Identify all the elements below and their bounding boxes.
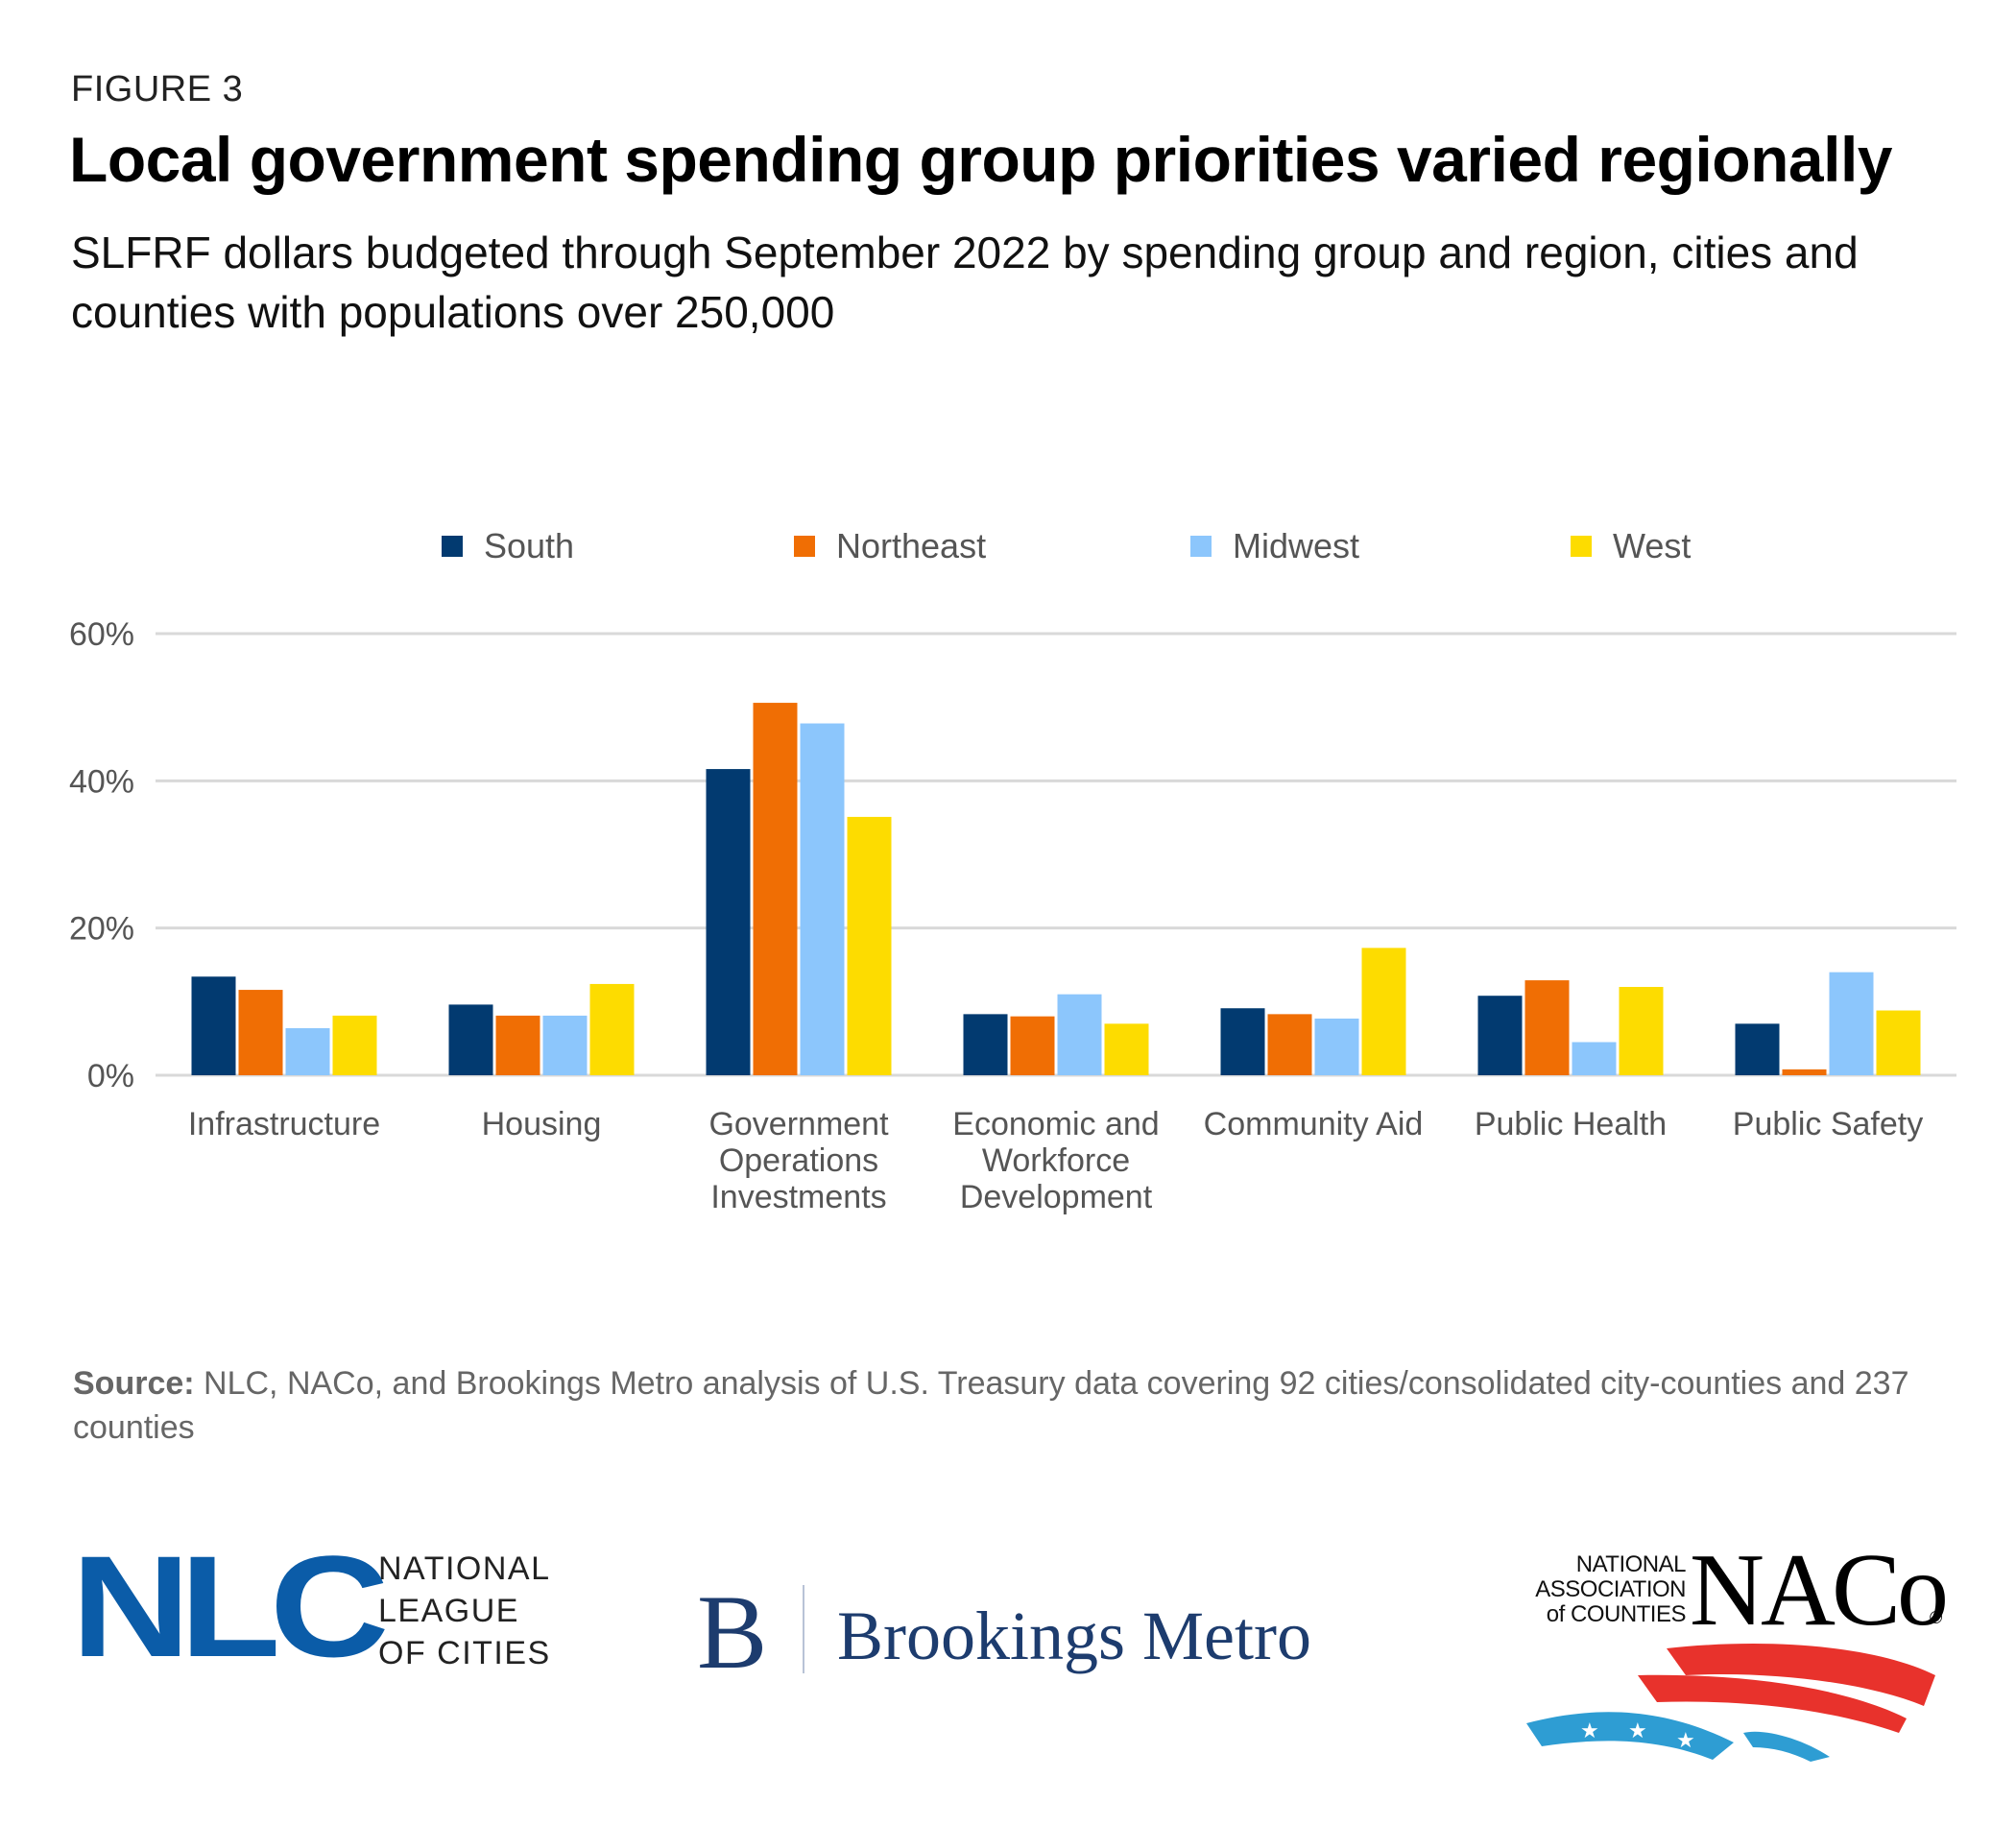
bar-northeast bbox=[1782, 1069, 1827, 1075]
bar-northeast bbox=[753, 703, 798, 1075]
bar-south bbox=[963, 1014, 1008, 1075]
source-note: Source: NLC, NACo, and Brookings Metro a… bbox=[73, 1361, 1955, 1450]
brookings-divider bbox=[803, 1585, 804, 1673]
x-tick-label: Economic and Workforce Development bbox=[952, 1106, 1159, 1215]
legend-label-west: West bbox=[1613, 526, 1691, 565]
bar-northeast bbox=[1267, 1014, 1312, 1075]
nlc-mark: NLC bbox=[71, 1526, 390, 1687]
naco-line: NATIONAL bbox=[1575, 1551, 1687, 1577]
svg-text:★: ★ bbox=[1628, 1719, 1647, 1743]
bar-midwest bbox=[542, 1015, 588, 1075]
flag-swoosh-icon: ★ ★ ★ bbox=[1526, 1644, 1935, 1762]
bar-south bbox=[1477, 996, 1523, 1075]
figure-label: FIGURE 3 bbox=[71, 69, 244, 109]
bar-northeast bbox=[495, 1015, 540, 1075]
brookings-logo: B Brookings Metro bbox=[697, 1574, 1369, 1691]
bars bbox=[191, 703, 1921, 1075]
y-tick-label: 40% bbox=[69, 763, 134, 800]
legend-swatch-northeast bbox=[794, 536, 815, 557]
bar-west bbox=[1104, 1023, 1149, 1075]
bar-south bbox=[1735, 1023, 1780, 1075]
bar-northeast bbox=[238, 990, 283, 1075]
nlc-line: OF CITIES bbox=[378, 1635, 551, 1671]
bar-west bbox=[332, 1015, 377, 1075]
y-tick-label: 0% bbox=[87, 1058, 134, 1094]
bar-midwest bbox=[1314, 1018, 1359, 1075]
bar-northeast bbox=[1010, 1016, 1055, 1075]
brookings-mark: B bbox=[697, 1574, 768, 1691]
bar-west bbox=[589, 983, 635, 1075]
legend: South Northeast Midwest West bbox=[442, 526, 1691, 565]
x-tick-label: Housing bbox=[482, 1106, 602, 1142]
y-tick-label: 20% bbox=[69, 911, 134, 948]
svg-text:★: ★ bbox=[1580, 1719, 1599, 1743]
legend-swatch-west bbox=[1571, 536, 1592, 557]
nlc-line: LEAGUE bbox=[378, 1593, 519, 1629]
bar-south bbox=[706, 769, 751, 1075]
bar-south bbox=[448, 1004, 493, 1075]
x-tick-label: Infrastructure bbox=[188, 1106, 380, 1142]
x-tick-label: Public Safety bbox=[1733, 1106, 1923, 1142]
brookings-wordmark: Brookings Metro bbox=[837, 1598, 1311, 1674]
legend-label-midwest: Midwest bbox=[1233, 526, 1359, 565]
x-tick-label: Public Health bbox=[1475, 1106, 1667, 1142]
bar-northeast bbox=[1524, 980, 1570, 1075]
bar-west bbox=[1876, 1010, 1921, 1075]
x-tick-label: Government Operations Investments bbox=[708, 1106, 889, 1215]
bar-west bbox=[1361, 948, 1406, 1075]
bar-midwest bbox=[285, 1027, 330, 1075]
bar-south bbox=[1220, 1008, 1265, 1075]
bar-chart: South Northeast Midwest West 0% 20% 40% 60% In… bbox=[69, 526, 1956, 1215]
legend-label-south: South bbox=[484, 526, 574, 565]
bar-west bbox=[1619, 987, 1664, 1075]
gridlines: 0% 20% 40% 60% bbox=[69, 616, 1956, 1094]
naco-line: of COUNTIES bbox=[1546, 1601, 1687, 1627]
registered-icon: ® bbox=[1930, 1608, 1943, 1627]
bar-midwest bbox=[1829, 972, 1874, 1075]
naco-mark: NACo bbox=[1690, 1533, 1949, 1647]
naco-logo: NATIONAL ASSOCIATION of COUNTIES NACo ® … bbox=[1523, 1533, 1955, 1762]
legend-swatch-midwest bbox=[1190, 536, 1212, 557]
nlc-wordmark: NATIONAL LEAGUE OF CITIES bbox=[378, 1548, 551, 1674]
category-labels: Infrastructure Housing Government Operation… bbox=[188, 1106, 1923, 1215]
y-tick-label: 60% bbox=[69, 616, 134, 653]
chart-subtitle: SLFRF dollars budgeted through September… bbox=[71, 228, 1859, 337]
bar-south bbox=[191, 976, 236, 1075]
source-text: NLC, NACo, and Brookings Metro analysis … bbox=[73, 1365, 1909, 1446]
bar-midwest bbox=[1057, 994, 1102, 1075]
chart-title: Local government spending group prioriti… bbox=[69, 124, 1893, 195]
naco-line: ASSOCIATION bbox=[1535, 1576, 1686, 1602]
nlc-logo: NLC NATIONAL LEAGUE OF CITIES bbox=[71, 1534, 570, 1678]
source-label: Source: bbox=[73, 1365, 195, 1402]
svg-text:★: ★ bbox=[1676, 1729, 1695, 1753]
nlc-line: NATIONAL bbox=[378, 1550, 551, 1587]
bar-midwest bbox=[1572, 1042, 1617, 1075]
bar-west bbox=[847, 816, 892, 1075]
legend-swatch-south bbox=[442, 536, 463, 557]
legend-label-northeast: Northeast bbox=[836, 526, 986, 565]
naco-wordmark: NATIONAL ASSOCIATION of COUNTIES bbox=[1523, 1552, 1686, 1627]
bar-midwest bbox=[800, 723, 845, 1075]
x-tick-label: Community Aid bbox=[1204, 1106, 1424, 1142]
